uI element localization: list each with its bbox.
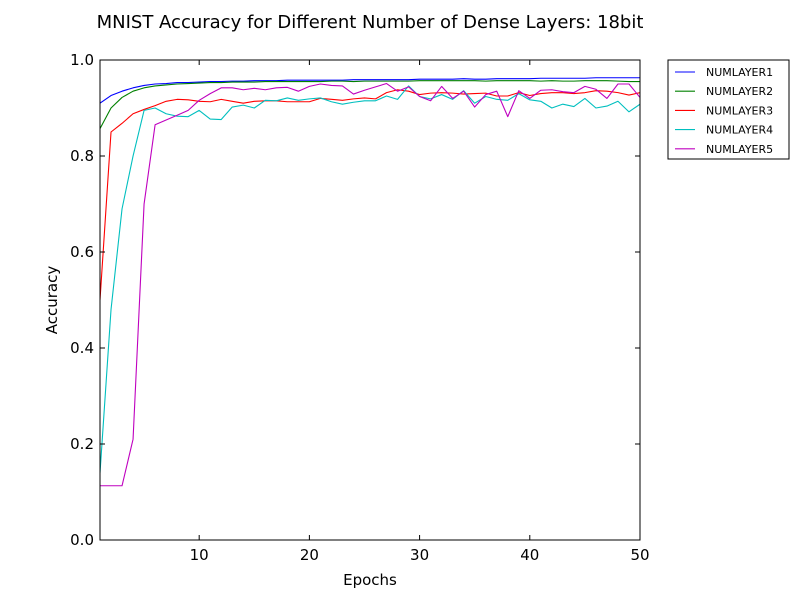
legend-entries: NUMLAYER1 NUMLAYER2 NUMLAYER3 NUMLAYER4 NUML… bbox=[675, 66, 773, 156]
series-line-numlayer4 bbox=[100, 85, 640, 473]
legend: NUMLAYER1 NUMLAYER2 NUMLAYER3 NUMLAYER4 NUML… bbox=[667, 59, 790, 160]
plot-frame bbox=[99, 59, 641, 541]
y-tick-label: 1.0 bbox=[70, 51, 94, 69]
series-layer bbox=[100, 77, 640, 487]
tick-layer: 10 20 30 40 50 0.0 0.2 0.4 0.6 0.8 1.0 bbox=[70, 51, 649, 564]
y-tick-label: 0.0 bbox=[70, 531, 94, 549]
y-tick-label: 0.4 bbox=[70, 339, 94, 357]
y-tick-label: 0.6 bbox=[70, 243, 94, 261]
series-line-numlayer3 bbox=[100, 89, 640, 301]
x-tick-label: 10 bbox=[190, 546, 209, 564]
legend-label-numlayer4: NUMLAYER4 bbox=[706, 124, 773, 137]
plot-area bbox=[100, 60, 640, 540]
legend-label-numlayer3: NUMLAYER3 bbox=[706, 104, 773, 117]
legend-box bbox=[667, 59, 790, 160]
x-axis-label: Epochs bbox=[343, 571, 397, 589]
series-line-numlayer2 bbox=[100, 80, 640, 129]
y-tick-label: 0.8 bbox=[70, 147, 94, 165]
chart-title: MNIST Accuracy for Different Number of D… bbox=[97, 12, 644, 33]
y-axis-label: Accuracy bbox=[43, 266, 61, 335]
legend-label-numlayer2: NUMLAYER2 bbox=[706, 85, 773, 98]
series-line-numlayer1 bbox=[100, 77, 640, 104]
x-tick-label: 20 bbox=[300, 546, 319, 564]
y-tick-label: 0.2 bbox=[70, 435, 94, 453]
legend-label-numlayer5: NUMLAYER5 bbox=[706, 143, 773, 156]
x-tick-label: 30 bbox=[410, 546, 429, 564]
x-tick-label: 40 bbox=[520, 546, 539, 564]
legend-label-numlayer1: NUMLAYER1 bbox=[706, 66, 773, 79]
x-tick-label: 50 bbox=[630, 546, 649, 564]
series-line-numlayer5 bbox=[100, 82, 640, 487]
